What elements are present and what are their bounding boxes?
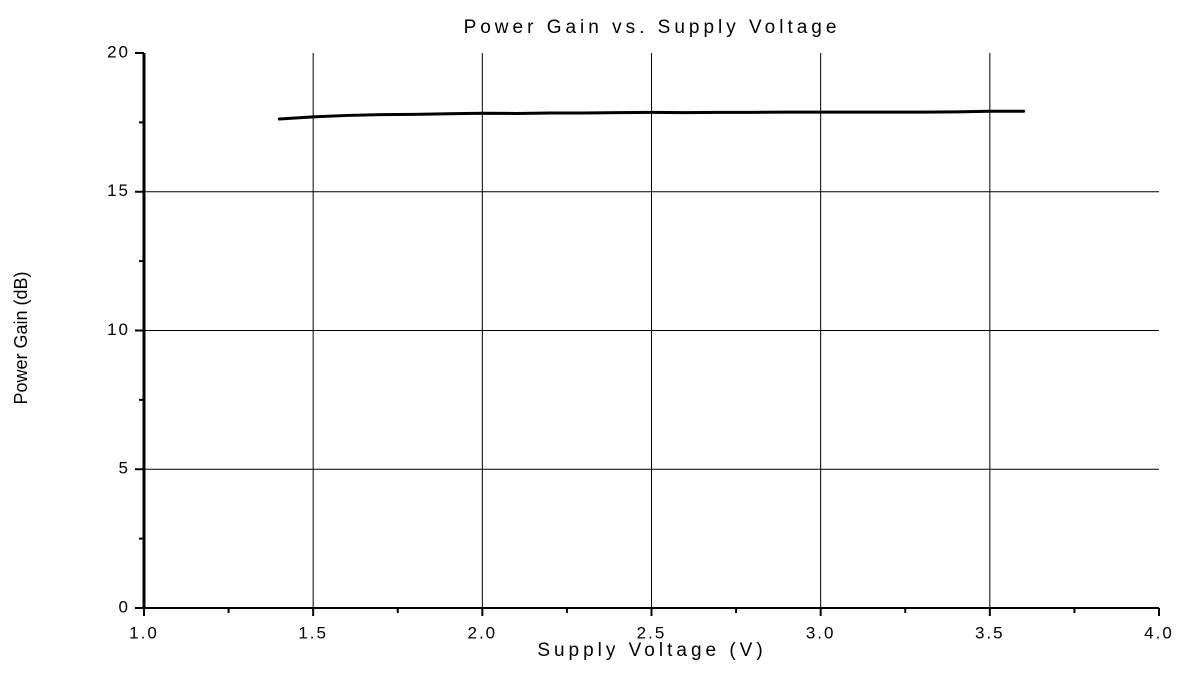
y-tick-label: 20 [107, 42, 130, 61]
x-tick-label: 4.0 [1144, 623, 1174, 642]
x-tick-label: 2.5 [637, 623, 667, 642]
x-tick-label: 2.0 [468, 623, 498, 642]
x-axis-label: Supply Voltage (V) [537, 640, 766, 661]
x-tick-label: 1.0 [129, 623, 159, 642]
line [277, 109, 1026, 121]
x-tick-label: 3.0 [806, 623, 836, 642]
x-tick-label: 3.5 [975, 623, 1005, 642]
y-tick-label: 5 [119, 459, 130, 478]
y-axis-label: Power Gain (dB) [11, 271, 31, 404]
y-tick-label: 10 [107, 320, 130, 339]
y-tick-label: 0 [119, 597, 130, 616]
chart-title: Power Gain vs. Supply Voltage [464, 17, 841, 38]
y-tick-label: 15 [107, 181, 130, 200]
x-tick-label: 1.5 [298, 623, 328, 642]
